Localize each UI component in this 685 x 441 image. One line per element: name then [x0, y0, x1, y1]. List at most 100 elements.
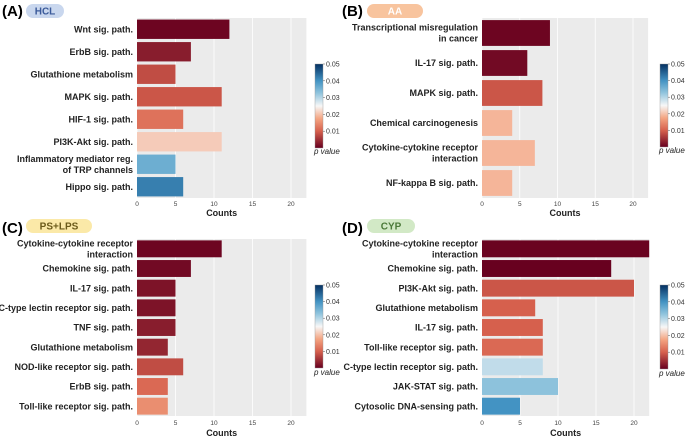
tag-label: CYP [381, 222, 402, 233]
category-label: NF-kappa B sig. path. [386, 178, 478, 188]
category-label: HIF-1 sig. path. [68, 114, 133, 124]
panel-label: (B) [342, 3, 363, 20]
x-tick-label: 5 [518, 201, 522, 208]
bar [482, 110, 513, 136]
bar [482, 378, 558, 395]
category-label: C-type lectin receptor sig. path. [343, 362, 478, 372]
colorbar: 0.05 0.04 0.03 0.02 0.01 p value [313, 62, 340, 157]
colorbar-tick-label: 0.02 [671, 333, 685, 340]
bar [482, 50, 528, 76]
tag-pill [367, 219, 415, 233]
colorbar: 0.05 0.04 0.03 0.02 0.01 p value [313, 283, 340, 378]
category-label: ErbB sig. path. [69, 382, 133, 392]
bar [482, 170, 513, 196]
bar [482, 279, 634, 297]
colorbar-tick-label: 0.01 [671, 128, 685, 135]
x-tick-label: 10 [210, 420, 218, 427]
bar [137, 358, 184, 376]
category-label: IL-17 sig. path. [415, 58, 478, 68]
x-tick-label: 0 [135, 420, 139, 427]
tag-pill [26, 4, 64, 18]
bar [137, 378, 168, 395]
category-label: ErbB sig. path. [69, 47, 133, 57]
colorbar-tick-label: 0.01 [326, 349, 340, 356]
panel-aa: (B) AA 0 5 10 15 20 Transcriptional misregulati… [342, 3, 685, 218]
x-tick-label: 10 [210, 201, 218, 208]
bar [137, 338, 168, 356]
bar [137, 42, 191, 62]
x-tick-label: 5 [518, 420, 522, 427]
colorbar-tick-label: 0.02 [671, 111, 685, 118]
colorbar-tick-label: 0.04 [326, 299, 340, 306]
category-label: PI3K-Akt sig. path. [398, 283, 478, 293]
x-axis-label: Counts [206, 208, 237, 218]
panel-label: (D) [342, 220, 363, 237]
colorbar-label: p value [313, 147, 340, 156]
bar [137, 19, 230, 39]
x-tick-label: 15 [249, 201, 257, 208]
x-tick-label: 20 [629, 201, 637, 208]
tag-label: HCL [35, 7, 56, 18]
colorbar-label: p value [313, 368, 340, 377]
category-label: C-type lectin receptor sig. path. [0, 303, 133, 313]
bar [482, 397, 520, 415]
tag-pill [367, 4, 423, 18]
category-label: Glutathione metabolism [375, 303, 478, 313]
x-tick-label: 0 [135, 201, 139, 208]
bar [137, 109, 184, 129]
category-label: Chemical carcinogenesis [370, 118, 478, 128]
colorbar-tick-label: 0.03 [671, 316, 685, 323]
x-tick-label: 15 [249, 420, 257, 427]
colorbar-tick-label: 0.04 [671, 299, 685, 306]
panel-cyp: (D) CYP 0 5 10 15 20 Cytokine-cytokine receptor… [342, 219, 685, 438]
colorbar-tick-label: 0.05 [326, 283, 340, 290]
condition-tag: AA [367, 4, 423, 18]
x-tick-label: 5 [174, 201, 178, 208]
tag-label: AA [388, 7, 402, 18]
bar [482, 319, 543, 336]
tag-pill [26, 219, 92, 233]
panel-label: (A) [2, 3, 23, 20]
colorbar-tick-label: 0.03 [326, 95, 340, 102]
bar [137, 177, 184, 197]
x-tick-label: 15 [592, 420, 600, 427]
category-label: Toll-like receptor sig. path. [19, 401, 133, 411]
bar [482, 20, 550, 46]
bar [137, 154, 176, 174]
colorbar-label: p value [658, 369, 685, 378]
category-label: Cytokine-cytokine receptor interaction [17, 239, 134, 260]
x-tick-label: 20 [630, 420, 638, 427]
category-label: Chemokine sig. path. [387, 264, 478, 274]
x-tick-label: 0 [480, 420, 484, 427]
condition-tag: CYP [367, 219, 415, 233]
category-label: Glutathione metabolism [30, 69, 133, 79]
category-label: Cytokine-cytokine receptor interaction [362, 143, 479, 164]
category-label: TNF sig. path. [74, 323, 134, 333]
category-label: MAPK sig. path. [64, 92, 133, 102]
category-label: Hippo sig. path. [66, 182, 134, 192]
x-axis-label: Counts [206, 428, 237, 438]
bar [137, 319, 176, 336]
bar [482, 358, 543, 376]
bar [482, 240, 650, 258]
category-label: Wnt sig. path. [74, 24, 133, 34]
bar [482, 299, 536, 317]
colorbar-tick-label: 0.01 [326, 129, 340, 136]
colorbar-label: p value [658, 146, 685, 155]
bar [137, 132, 222, 152]
colorbar-tick-label: 0.05 [326, 62, 340, 69]
bar [137, 260, 191, 277]
bar [482, 140, 535, 166]
category-label: NOD-like receptor sig. path. [14, 362, 133, 372]
category-label: Cytokine-cytokine receptor interaction [362, 239, 479, 260]
colorbar-tick-label: 0.04 [326, 78, 340, 85]
bar [137, 64, 176, 84]
category-label: IL-17 sig. path. [415, 323, 478, 333]
bar [137, 299, 176, 317]
bar [137, 397, 168, 415]
colorbar-tick-label: 0.03 [326, 316, 340, 323]
panel-ps-lps: (C) PS+LPS 0 5 10 15 20 Cytokine-cytokine recep… [0, 219, 340, 438]
bar [137, 279, 176, 297]
x-axis-label: Counts [550, 208, 581, 218]
